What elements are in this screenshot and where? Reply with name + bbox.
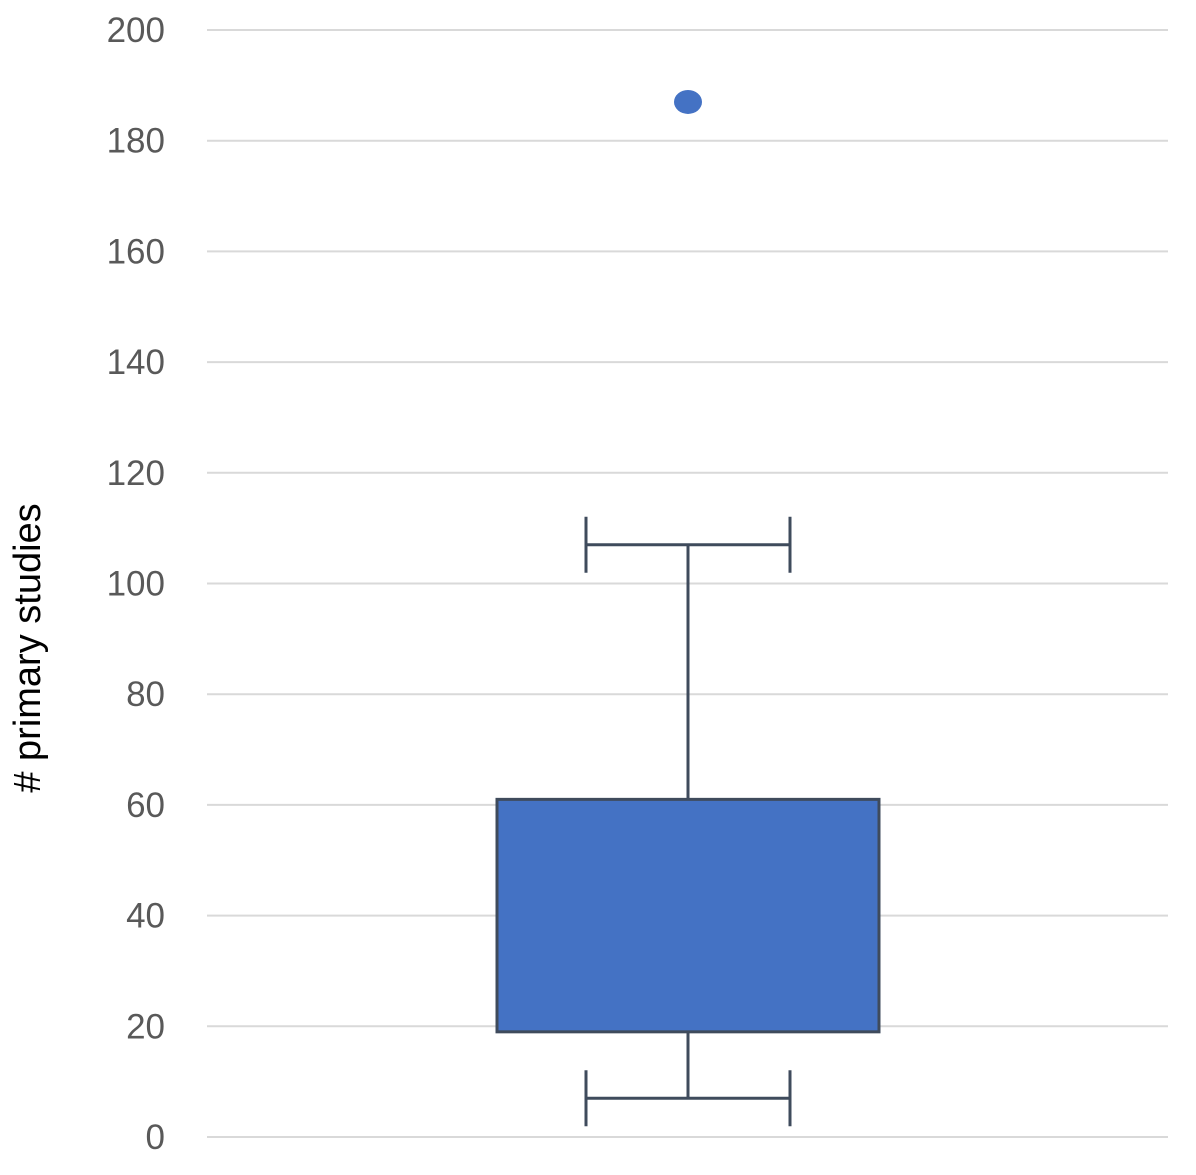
y-tick-label-140: 140 [107,343,165,382]
y-tick-label-40: 40 [126,897,165,936]
y-tick-label-120: 120 [107,454,165,493]
y-tick-label-80: 80 [126,675,165,714]
y-tick-label-180: 180 [107,122,165,161]
y-tick-label-100: 100 [107,565,165,604]
outlier-point-0 [674,89,702,114]
box-plot [495,89,881,1127]
y-tick-label-60: 60 [126,786,165,825]
iqr-box-0 [495,797,881,1034]
y-tick-label-160: 160 [107,232,165,271]
y-tick-label-20: 20 [126,1007,165,1046]
y-tick-labels: 0 20 40 60 80 100 120 140 160 180 200 [107,11,165,1157]
y-tick-label-200: 200 [107,11,165,50]
y-tick-label-0: 0 [146,1118,165,1157]
y-axis-title: # primary studies [7,503,49,792]
